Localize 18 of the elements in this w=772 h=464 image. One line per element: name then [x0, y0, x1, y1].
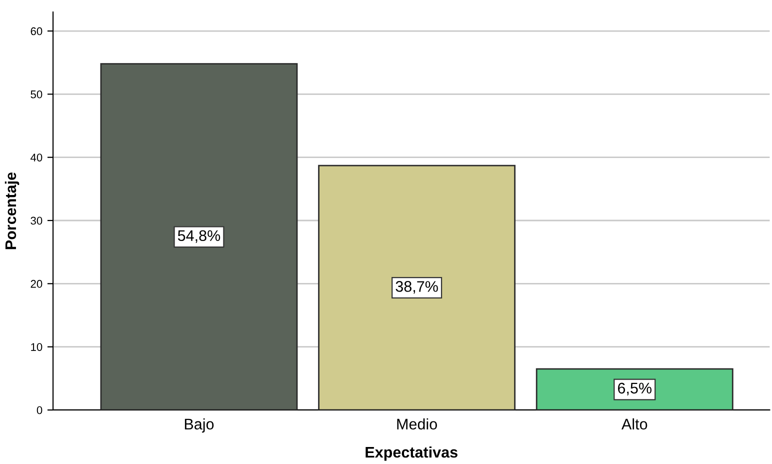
y-tick-label: 30 [30, 216, 42, 225]
data-label: 38,7% [396, 281, 438, 294]
data-label: 6,5% [618, 382, 652, 396]
data-label: 54,8% [178, 230, 220, 243]
y-axis-title: Porcentaje [4, 172, 20, 250]
bar [100, 63, 298, 410]
y-tick-label: 40 [30, 154, 42, 162]
y-tick-label: 10 [31, 343, 42, 351]
x-axis-title: Expectativas [366, 446, 458, 461]
x-tick-label: Bajo [184, 418, 214, 433]
y-tick-label: 60 [30, 27, 42, 36]
y-tick-label: 20 [30, 280, 42, 288]
bar [318, 164, 516, 410]
bar [536, 368, 734, 410]
x-tick-label: Alto [622, 418, 648, 430]
y-tick-label: 50 [30, 90, 42, 98]
y-tick-label: 0 [36, 406, 42, 414]
x-tick-label: Medio [397, 418, 437, 430]
